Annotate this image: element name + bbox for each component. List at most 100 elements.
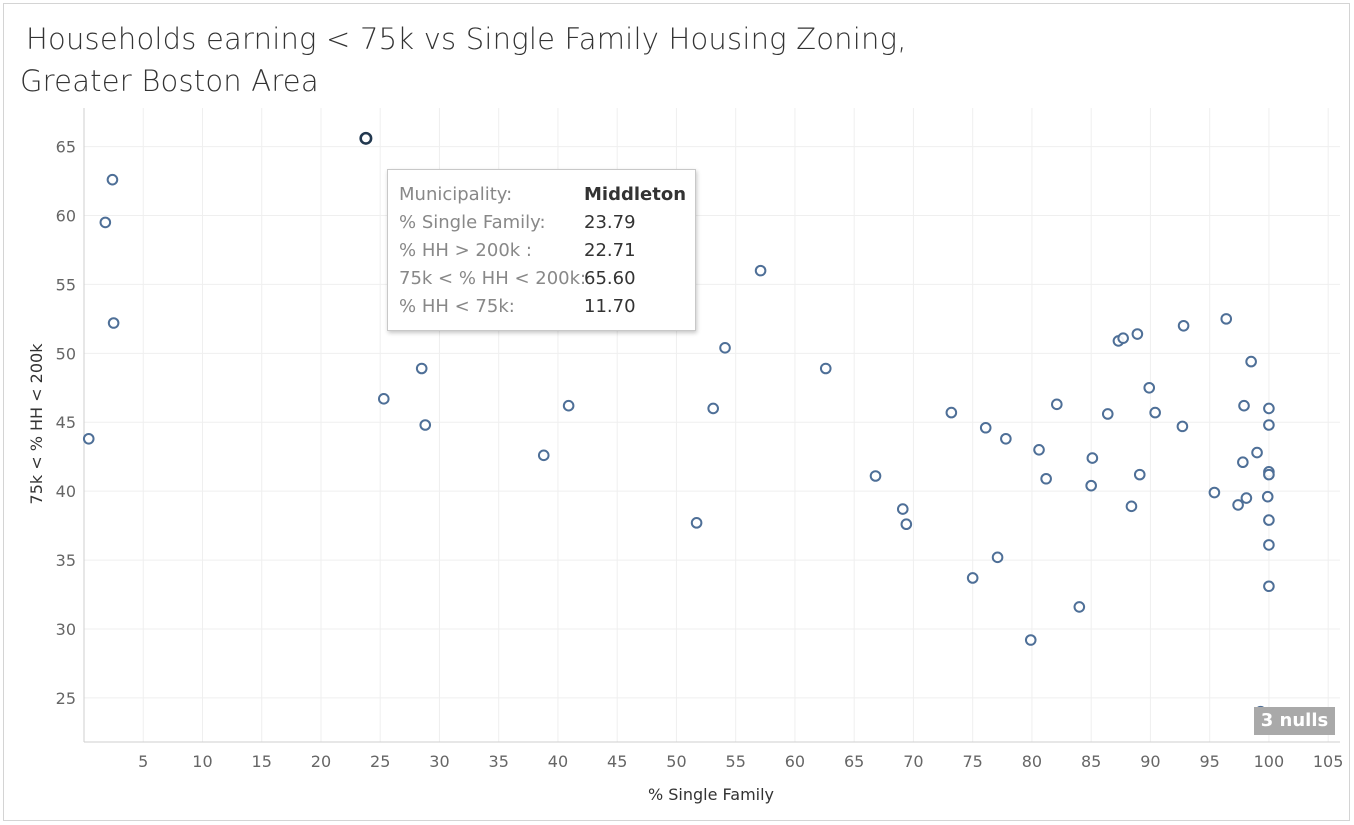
x-tick-label: 70: [903, 752, 923, 771]
data-point[interactable]: [1085, 479, 1097, 492]
tooltip-value: 65.60: [584, 268, 636, 289]
data-point[interactable]: [419, 419, 432, 431]
x-axis-ticks: 5 10 15 20 25 30 35 40 45 50 55 60 65 70 75 80 85 90 95 100…: [138, 752, 1343, 771]
tooltip: Municipality: Middleton % Single Family:…: [387, 169, 696, 331]
data-point[interactable]: [1000, 432, 1012, 445]
gridlines: [84, 108, 1340, 742]
x-tick-label: 90: [1140, 752, 1160, 771]
x-axis-label: % Single Family: [648, 785, 774, 804]
y-tick-label: 50: [56, 344, 76, 363]
data-point[interactable]: [1033, 444, 1045, 456]
data-point[interactable]: [1149, 406, 1161, 419]
x-tick-label: 105: [1313, 752, 1344, 771]
data-point[interactable]: [1261, 490, 1274, 503]
data-point[interactable]: [82, 432, 95, 445]
data-point[interactable]: [1263, 580, 1275, 593]
x-tick-label: 80: [1022, 752, 1042, 771]
tooltip-key: % Single Family:: [399, 212, 546, 233]
y-axis-label: 75k < % HH < 200k: [27, 343, 46, 505]
chart-title-line-1: Households earning < 75k vs Single Famil…: [26, 22, 907, 56]
x-tick-label: 40: [548, 752, 568, 771]
data-point[interactable]: [1101, 408, 1114, 420]
data-point[interactable]: [1177, 319, 1190, 332]
data-point[interactable]: [719, 342, 731, 354]
data-point[interactable]: [537, 449, 550, 462]
data-point[interactable]: [1051, 398, 1063, 411]
data-point[interactable]: [1237, 456, 1249, 469]
x-tick-label: 60: [785, 752, 805, 771]
nulls-indicator[interactable]: 3 nulls: [1254, 707, 1335, 735]
data-point[interactable]: [1240, 492, 1253, 504]
data-point[interactable]: [1251, 446, 1263, 459]
data-point[interactable]: [690, 517, 703, 529]
data-point[interactable]: [415, 362, 428, 375]
data-point[interactable]: [1131, 328, 1144, 340]
data-point[interactable]: [1073, 601, 1086, 613]
x-tick-label: 65: [844, 752, 864, 771]
data-point[interactable]: [1263, 419, 1275, 431]
data-point[interactable]: [819, 362, 832, 375]
tooltip-key: 75k < % HH < 200k:: [399, 268, 587, 289]
data-point[interactable]: [966, 572, 979, 584]
data-point[interactable]: [1176, 420, 1189, 433]
data-point[interactable]: [562, 399, 575, 412]
data-point[interactable]: [1263, 402, 1275, 415]
data-point[interactable]: [1263, 539, 1275, 551]
data-point[interactable]: [754, 264, 767, 277]
x-tick-label: 55: [726, 752, 746, 771]
data-point[interactable]: [1125, 500, 1138, 513]
data-point[interactable]: [1263, 514, 1275, 526]
data-points[interactable]: [82, 131, 1275, 718]
tooltip-key: Municipality:: [399, 184, 513, 205]
data-point[interactable]: [979, 421, 992, 434]
data-point[interactable]: [377, 393, 390, 405]
data-point[interactable]: [991, 551, 1004, 564]
data-point[interactable]: [107, 317, 120, 329]
y-axis-ticks: 25 30 35 40 45 50 55 60 65: [56, 138, 76, 708]
tooltip-key: % HH > 200k :: [399, 240, 532, 261]
data-point[interactable]: [945, 406, 958, 419]
x-tick-label: 95: [1199, 752, 1219, 771]
data-point[interactable]: [106, 173, 119, 186]
data-point[interactable]: [99, 216, 112, 229]
tooltip-value: 11.70: [584, 296, 636, 317]
data-point[interactable]: [896, 503, 909, 515]
data-point[interactable]: [1208, 486, 1221, 499]
data-point[interactable]: [1040, 472, 1052, 485]
selected-data-point[interactable]: [359, 131, 373, 145]
chart-title-line-2: Greater Boston Area: [20, 64, 319, 98]
x-tick-label: 45: [607, 752, 627, 771]
tooltip-value: Middleton: [584, 184, 687, 205]
x-tick-label: 50: [666, 752, 686, 771]
data-point[interactable]: [1232, 499, 1244, 511]
y-tick-label: 40: [56, 482, 76, 501]
tooltip-key: % HH < 75k:: [399, 296, 515, 317]
dashboard-frame: [3, 3, 1350, 821]
data-point[interactable]: [1117, 332, 1129, 344]
data-point[interactable]: [1263, 468, 1275, 481]
data-point[interactable]: [1024, 634, 1037, 646]
x-tick-label: 35: [489, 752, 509, 771]
x-tick-label: 5: [138, 752, 148, 771]
x-tick-label: 30: [429, 752, 449, 771]
data-point[interactable]: [1245, 355, 1257, 368]
x-tick-label: 15: [252, 752, 272, 771]
data-point[interactable]: [1143, 381, 1156, 394]
data-point[interactable]: [1086, 452, 1099, 464]
data-point[interactable]: [900, 518, 913, 531]
x-tick-label: 20: [311, 752, 331, 771]
y-tick-label: 55: [56, 275, 76, 294]
data-point[interactable]: [1220, 313, 1233, 325]
tooltip-value: 23.79: [584, 212, 636, 233]
data-point[interactable]: [707, 402, 719, 415]
y-tick-label: 45: [56, 413, 76, 432]
y-tick-label: 25: [56, 689, 76, 708]
y-tick-label: 60: [56, 207, 76, 226]
x-tick-label: 85: [1081, 752, 1101, 771]
data-point[interactable]: [869, 470, 882, 482]
data-point[interactable]: [1238, 399, 1250, 412]
y-tick-label: 35: [56, 551, 76, 570]
x-tick-label: 100: [1254, 752, 1285, 771]
data-point[interactable]: [1133, 468, 1146, 481]
